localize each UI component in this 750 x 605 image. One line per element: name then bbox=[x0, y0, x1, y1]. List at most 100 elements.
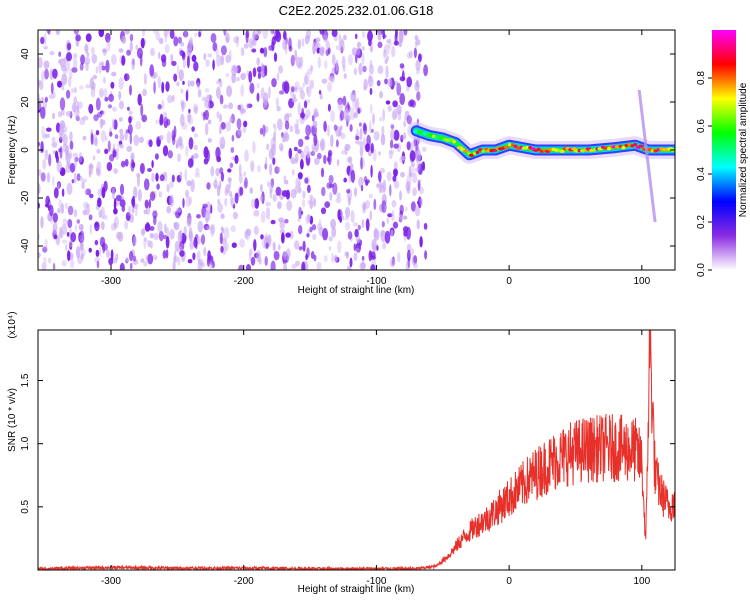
noise-blob bbox=[373, 198, 377, 211]
noise-blob bbox=[370, 264, 376, 270]
noise-blob bbox=[370, 251, 376, 259]
noise-blob bbox=[316, 42, 321, 48]
noise-blob bbox=[236, 118, 242, 130]
noise-blob bbox=[388, 149, 395, 155]
noise-blob bbox=[136, 174, 140, 188]
noise-blob bbox=[215, 167, 220, 177]
noise-blob bbox=[355, 242, 361, 253]
noise-blob bbox=[238, 163, 242, 176]
noise-blob bbox=[185, 145, 189, 157]
noise-blob bbox=[94, 239, 99, 246]
noise-blob bbox=[97, 188, 103, 197]
snr-y-tick-label: 1.0 bbox=[20, 436, 31, 450]
ridge-peak bbox=[521, 146, 527, 150]
noise-blob bbox=[259, 195, 264, 202]
noise-blob bbox=[38, 60, 39, 64]
noise-blob bbox=[370, 128, 374, 133]
noise-blob bbox=[406, 52, 413, 59]
noise-blob bbox=[406, 115, 412, 125]
noise-blob bbox=[95, 166, 100, 176]
noise-blob bbox=[312, 145, 316, 156]
noise-blob bbox=[406, 141, 411, 151]
noise-blob bbox=[46, 172, 51, 183]
noise-blob bbox=[85, 33, 92, 42]
noise-blob bbox=[272, 193, 277, 202]
noise-blob bbox=[233, 36, 239, 44]
noise-blob bbox=[407, 249, 411, 262]
noise-blob bbox=[311, 124, 317, 137]
noise-blob bbox=[38, 142, 41, 147]
noise-blob bbox=[357, 224, 361, 231]
noise-blob bbox=[253, 239, 257, 252]
noise-blob bbox=[320, 167, 325, 178]
noise-blob bbox=[57, 208, 61, 214]
noise-blob bbox=[393, 143, 399, 149]
noise-blob bbox=[335, 197, 342, 204]
noise-blob bbox=[363, 85, 367, 92]
noise-blob bbox=[328, 174, 334, 184]
noise-blob bbox=[169, 180, 174, 189]
noise-blob bbox=[372, 148, 377, 162]
noise-blob bbox=[228, 102, 234, 110]
noise-blob bbox=[353, 67, 358, 76]
noise-blob bbox=[358, 122, 362, 127]
noise-blob bbox=[383, 49, 387, 59]
noise-blob bbox=[219, 113, 223, 123]
noise-blob bbox=[260, 62, 264, 73]
noise-blob bbox=[244, 177, 248, 189]
noise-blob bbox=[227, 177, 232, 183]
noise-blob bbox=[60, 65, 67, 72]
noise-blob bbox=[76, 173, 81, 182]
noise-blob bbox=[321, 78, 328, 84]
noise-blob bbox=[161, 58, 167, 68]
noise-blob bbox=[118, 90, 122, 101]
noise-blob bbox=[223, 226, 230, 240]
noise-blob bbox=[153, 81, 156, 94]
ridge-peak bbox=[481, 149, 486, 153]
noise-blob bbox=[176, 207, 182, 213]
noise-blob bbox=[300, 158, 304, 170]
snr-panel: -300 -200 -100 0 100 0.5 1.0 1.5 Height of str… bbox=[7, 311, 676, 595]
noise-blob bbox=[307, 213, 311, 223]
noise-blob bbox=[203, 246, 207, 257]
noise-blob bbox=[57, 111, 62, 118]
noise-blob bbox=[73, 172, 77, 184]
noise-blob bbox=[344, 146, 348, 156]
noise-blob bbox=[166, 183, 170, 193]
noise-blob bbox=[276, 105, 281, 112]
noise-blob bbox=[149, 64, 155, 77]
noise-blob bbox=[409, 99, 415, 107]
noise-blob bbox=[43, 45, 49, 50]
noise-blob bbox=[386, 39, 391, 44]
noise-blob bbox=[191, 54, 197, 63]
noise-blob bbox=[384, 78, 388, 85]
noise-blob bbox=[337, 99, 344, 112]
noise-blob bbox=[353, 112, 358, 119]
noise-blob bbox=[55, 122, 61, 133]
noise-blob bbox=[124, 130, 128, 141]
noise-blob bbox=[126, 129, 130, 134]
noise-blob bbox=[359, 145, 364, 157]
noise-blob bbox=[225, 184, 231, 194]
noise-blob bbox=[272, 241, 276, 251]
noise-blob bbox=[215, 80, 221, 85]
noise-blob bbox=[249, 187, 254, 194]
noise-blob bbox=[84, 189, 88, 196]
noise-blob bbox=[424, 250, 428, 260]
noise-blob bbox=[328, 246, 332, 251]
noise-blob bbox=[298, 181, 301, 188]
noise-blob bbox=[246, 103, 249, 110]
noise-blob bbox=[409, 150, 416, 162]
noise-blob bbox=[152, 73, 157, 80]
noise-blob bbox=[341, 149, 345, 155]
noise-blob bbox=[51, 136, 56, 143]
noise-blob bbox=[101, 186, 106, 199]
noise-blob bbox=[265, 242, 269, 249]
noise-blob bbox=[372, 244, 377, 254]
noise-blob bbox=[272, 123, 276, 129]
noise-blob bbox=[157, 76, 161, 89]
noise-blob bbox=[253, 225, 259, 236]
noise-blob bbox=[323, 154, 327, 165]
noise-blob bbox=[220, 245, 224, 253]
noise-blob bbox=[81, 181, 85, 190]
